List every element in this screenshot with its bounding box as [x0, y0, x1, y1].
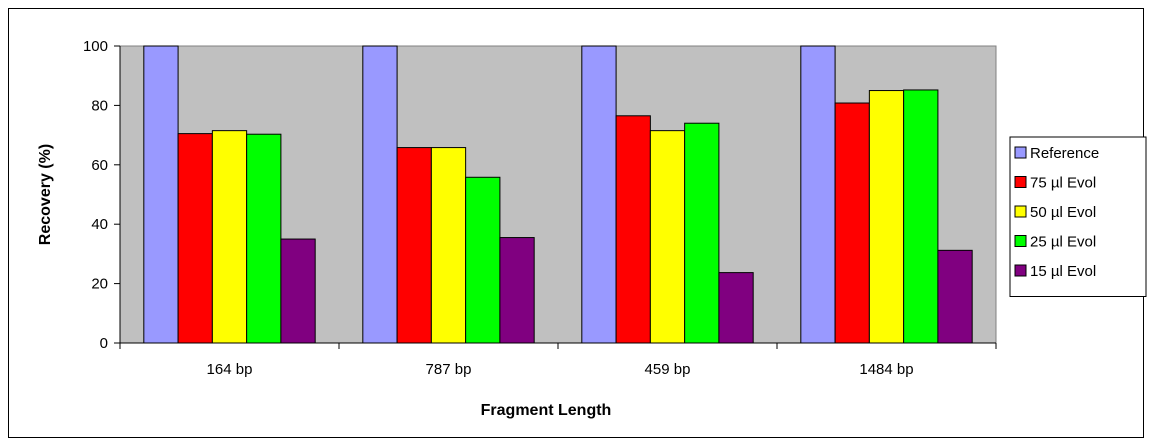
bar — [246, 133, 282, 344]
legend-swatch — [1014, 205, 1027, 218]
bar — [211, 130, 248, 344]
y-axis-title: Recovery (%) — [37, 144, 54, 245]
bar — [177, 133, 213, 344]
bar — [718, 272, 754, 344]
bar — [499, 237, 535, 344]
bar — [362, 45, 398, 344]
y-tick-label: 0 — [100, 335, 108, 352]
legend-swatch — [1014, 146, 1027, 159]
x-axis-title: Fragment Length — [481, 402, 612, 419]
bar — [684, 122, 720, 344]
bar — [280, 238, 316, 344]
bar — [649, 130, 686, 344]
legend-label: 15 µl Evol — [1030, 263, 1096, 280]
y-tick-label: 60 — [91, 157, 108, 174]
y-tick-label: 100 — [83, 38, 108, 55]
bar — [903, 89, 939, 344]
legend: Reference 75 µl Evol 50 µl Evol 25 µl Evol 1… — [1009, 136, 1147, 297]
x-tick-label: 164 bp — [207, 361, 253, 378]
legend-swatch — [1014, 176, 1027, 188]
bar — [396, 147, 432, 344]
legend-label: 25 µl Evol — [1030, 234, 1096, 251]
bar — [834, 102, 870, 344]
legend-swatch — [1014, 264, 1027, 277]
bar — [465, 176, 501, 344]
y-tick-label: 20 — [91, 276, 108, 293]
bars — [143, 45, 973, 344]
bar — [937, 249, 973, 344]
y-tick-label: 80 — [91, 97, 108, 114]
bar — [581, 45, 617, 344]
x-tick-label: 459 bp — [645, 361, 691, 378]
bar — [868, 90, 905, 344]
bar — [800, 45, 836, 344]
legend-label: Reference — [1030, 145, 1099, 162]
x-tick-label: 787 bp — [426, 361, 472, 378]
bar — [430, 147, 467, 344]
y-tick-label: 40 — [91, 216, 108, 233]
legend-box — [1009, 136, 1147, 297]
bar — [143, 45, 179, 344]
bar — [615, 115, 651, 344]
legend-label: 50 µl Evol — [1030, 204, 1096, 221]
legend-swatch — [1014, 235, 1027, 247]
y-axis: 0 20 40 60 80 100 — [83, 38, 121, 352]
x-tick-label: 1484 bp — [859, 361, 913, 378]
x-axis: 164 bp 787 bp 459 bp 1484 bp — [119, 342, 997, 378]
legend-label: 75 µl Evol — [1030, 175, 1096, 192]
